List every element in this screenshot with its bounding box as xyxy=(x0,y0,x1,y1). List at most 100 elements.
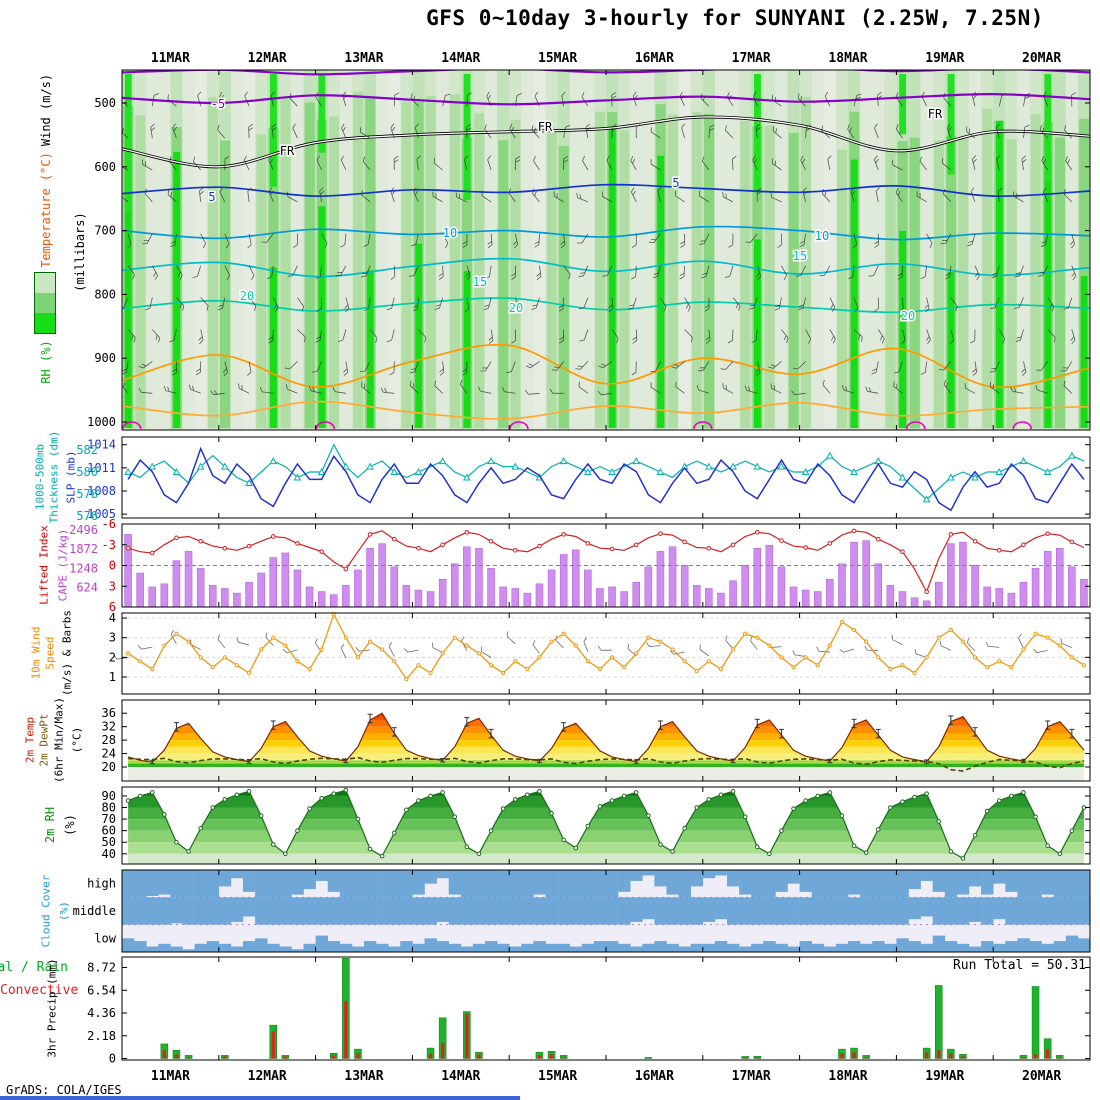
svg-text:3: 3 xyxy=(109,631,116,645)
svg-text:578: 578 xyxy=(76,487,98,501)
svg-text:1005: 1005 xyxy=(87,507,116,521)
svg-text:4: 4 xyxy=(109,611,116,625)
svg-text:32: 32 xyxy=(102,720,116,734)
svg-text:5: 5 xyxy=(208,190,215,204)
svg-text:2496: 2496 xyxy=(69,523,98,537)
axis-label-rh: RH (%) xyxy=(39,340,53,384)
axis-label-lifted-index: Lifted Index xyxy=(37,525,51,605)
svg-text:12MAR: 12MAR xyxy=(248,1069,287,1084)
svg-text:13MAR: 13MAR xyxy=(344,1069,383,1084)
svg-text:11MAR: 11MAR xyxy=(151,51,190,66)
svg-text:1872: 1872 xyxy=(69,542,98,556)
svg-text:80: 80 xyxy=(102,801,116,815)
panel-slp-thickness: 1014 1011 1008 1005 582 580 578 576 xyxy=(76,436,1091,523)
svg-text:17MAR: 17MAR xyxy=(732,51,771,66)
svg-text:800: 800 xyxy=(94,287,116,301)
svg-text:16MAR: 16MAR xyxy=(635,51,674,66)
svg-text:50: 50 xyxy=(102,835,116,849)
svg-text:3: 3 xyxy=(109,579,116,593)
chart-title: GFS 0~10day 3-hourly for SUNYANI (2.25W,… xyxy=(426,6,1044,30)
svg-text:36: 36 xyxy=(102,706,116,720)
run-total-label: Run Total = 50.31 xyxy=(952,958,1086,973)
svg-text:FR: FR xyxy=(280,144,295,158)
svg-text:576: 576 xyxy=(76,509,98,523)
svg-text:700: 700 xyxy=(94,224,116,238)
svg-text:60: 60 xyxy=(102,824,116,838)
svg-text:28: 28 xyxy=(102,733,116,747)
svg-text:FR: FR xyxy=(538,120,553,134)
svg-text:90: 90 xyxy=(102,789,116,803)
axis-label-wind10-2: Speed xyxy=(43,636,57,670)
svg-text:1000: 1000 xyxy=(87,415,116,429)
svg-text:FR: FR xyxy=(928,107,943,121)
axis-label-temp2m-1: 2m Temp xyxy=(23,716,37,764)
svg-text:0: 0 xyxy=(109,559,116,573)
rh-swatch-light xyxy=(35,273,55,293)
svg-text:13MAR: 13MAR xyxy=(344,51,383,66)
svg-text:900: 900 xyxy=(94,351,116,365)
svg-text:20: 20 xyxy=(901,309,915,323)
svg-text:40: 40 xyxy=(102,847,116,861)
svg-text:17MAR: 17MAR xyxy=(732,1069,771,1084)
svg-text:18MAR: 18MAR xyxy=(828,51,867,66)
svg-text:19MAR: 19MAR xyxy=(925,1069,964,1084)
svg-text:70: 70 xyxy=(102,812,116,826)
svg-text:580: 580 xyxy=(76,465,98,479)
svg-text:middle: middle xyxy=(73,904,116,918)
rh-swatch-bright xyxy=(35,313,55,333)
bottom-blue-strip xyxy=(0,1096,520,1100)
svg-text:8.72: 8.72 xyxy=(87,961,116,975)
axis-label-wind10-1: 10m Wind xyxy=(29,626,43,680)
svg-text:-3: -3 xyxy=(102,538,116,552)
svg-text:high: high xyxy=(87,877,116,891)
axis-label-temp2m-3: (6hr Min/Max) xyxy=(52,696,66,784)
svg-text:2: 2 xyxy=(109,650,116,664)
svg-text:4.36: 4.36 xyxy=(87,1006,116,1020)
svg-text:6.54: 6.54 xyxy=(87,983,116,997)
panel-upper-air: -5 FR FR FR 5 5 10 10 15 15 20 20 20 500 600 700 800 900 1… xyxy=(87,69,1091,431)
svg-text:624: 624 xyxy=(76,581,98,595)
credit-label: GrADS: COLA/IGES xyxy=(6,1083,122,1097)
precip-legend-convective: Convective xyxy=(0,983,79,998)
svg-text:500: 500 xyxy=(94,96,116,110)
panel-cloud: high middle low xyxy=(73,869,1091,953)
svg-text:24: 24 xyxy=(102,747,116,761)
svg-text:16MAR: 16MAR xyxy=(635,1069,674,1084)
svg-text:1008: 1008 xyxy=(87,484,116,498)
precip-legend-total: Total / Rain xyxy=(0,960,68,975)
svg-text:-5: -5 xyxy=(211,97,225,111)
svg-text:1011: 1011 xyxy=(87,461,116,475)
svg-text:20: 20 xyxy=(509,301,523,315)
svg-text:15: 15 xyxy=(473,275,487,289)
panel-precip: 8.72 6.54 4.36 2.18 0 xyxy=(87,956,1091,1066)
svg-text:1: 1 xyxy=(109,670,116,684)
svg-text:15MAR: 15MAR xyxy=(538,51,577,66)
svg-text:15: 15 xyxy=(793,249,807,263)
axis-label-millibars: (millibars) xyxy=(73,212,87,292)
rh-swatch-mid xyxy=(35,293,55,313)
svg-text:12MAR: 12MAR xyxy=(248,51,287,66)
axis-label-temp2m-2: 2m DewPt xyxy=(37,713,51,767)
svg-text:0: 0 xyxy=(109,1052,116,1066)
svg-text:1248: 1248 xyxy=(69,561,98,575)
axis-label-rh2m-2: (%) xyxy=(63,814,77,836)
axis-label-wind: Wind (m/s) xyxy=(39,73,53,147)
svg-text:14MAR: 14MAR xyxy=(441,51,480,66)
svg-text:20: 20 xyxy=(240,289,254,303)
svg-text:10: 10 xyxy=(815,229,829,243)
axis-label-slp: SLP (mb) xyxy=(64,450,78,504)
svg-text:20MAR: 20MAR xyxy=(1022,1069,1061,1084)
svg-text:6: 6 xyxy=(109,600,116,614)
panel-wind10m: 4 3 2 1 xyxy=(109,611,1091,695)
rh-legend-swatch xyxy=(34,272,56,334)
axis-label-rh2m-1: 2m RH xyxy=(43,806,57,844)
svg-text:1014: 1014 xyxy=(87,438,116,452)
axis-label-cloud-2: (%) xyxy=(57,901,71,921)
svg-text:20MAR: 20MAR xyxy=(1022,51,1061,66)
svg-text:19MAR: 19MAR xyxy=(925,51,964,66)
svg-text:5: 5 xyxy=(672,176,679,190)
axis-label-temp2m-4: (°C) xyxy=(70,726,84,754)
